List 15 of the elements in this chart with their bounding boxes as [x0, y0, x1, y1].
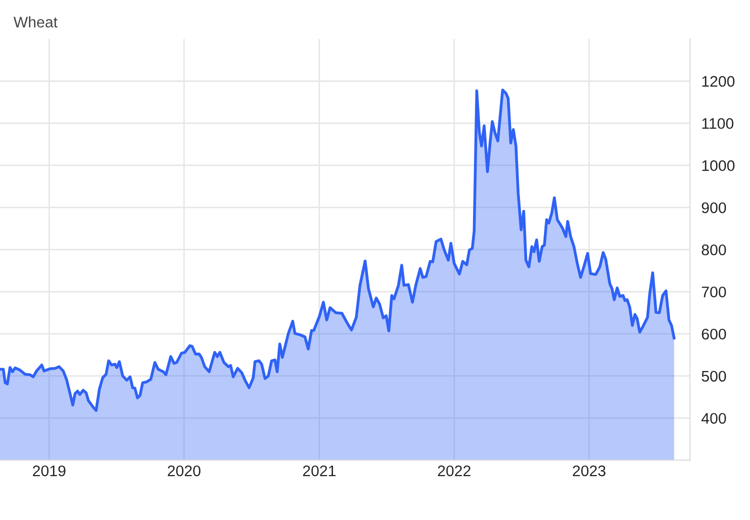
x-tick-label: 2019 [32, 465, 66, 476]
chart-title: Wheat [14, 16, 58, 28]
y-tick-label: 1000 [702, 160, 734, 172]
y-tick-label: 1100 [702, 118, 734, 129]
y-tick-label: 900 [702, 202, 726, 214]
y-tick-label: 1200 [702, 76, 734, 87]
x-tick-label: 2022 [438, 465, 470, 476]
y-tick-label: 800 [702, 244, 726, 256]
y-tick-label: 700 [702, 286, 726, 298]
y-tick-label: 600 [702, 328, 726, 340]
x-tick-label: 2021 [303, 465, 336, 476]
x-tick-label: 2023 [572, 465, 606, 476]
x-tick-label: 2020 [168, 465, 200, 476]
y-tick-label: 400 [701, 412, 726, 424]
y-tick-label: 500 [702, 370, 726, 382]
